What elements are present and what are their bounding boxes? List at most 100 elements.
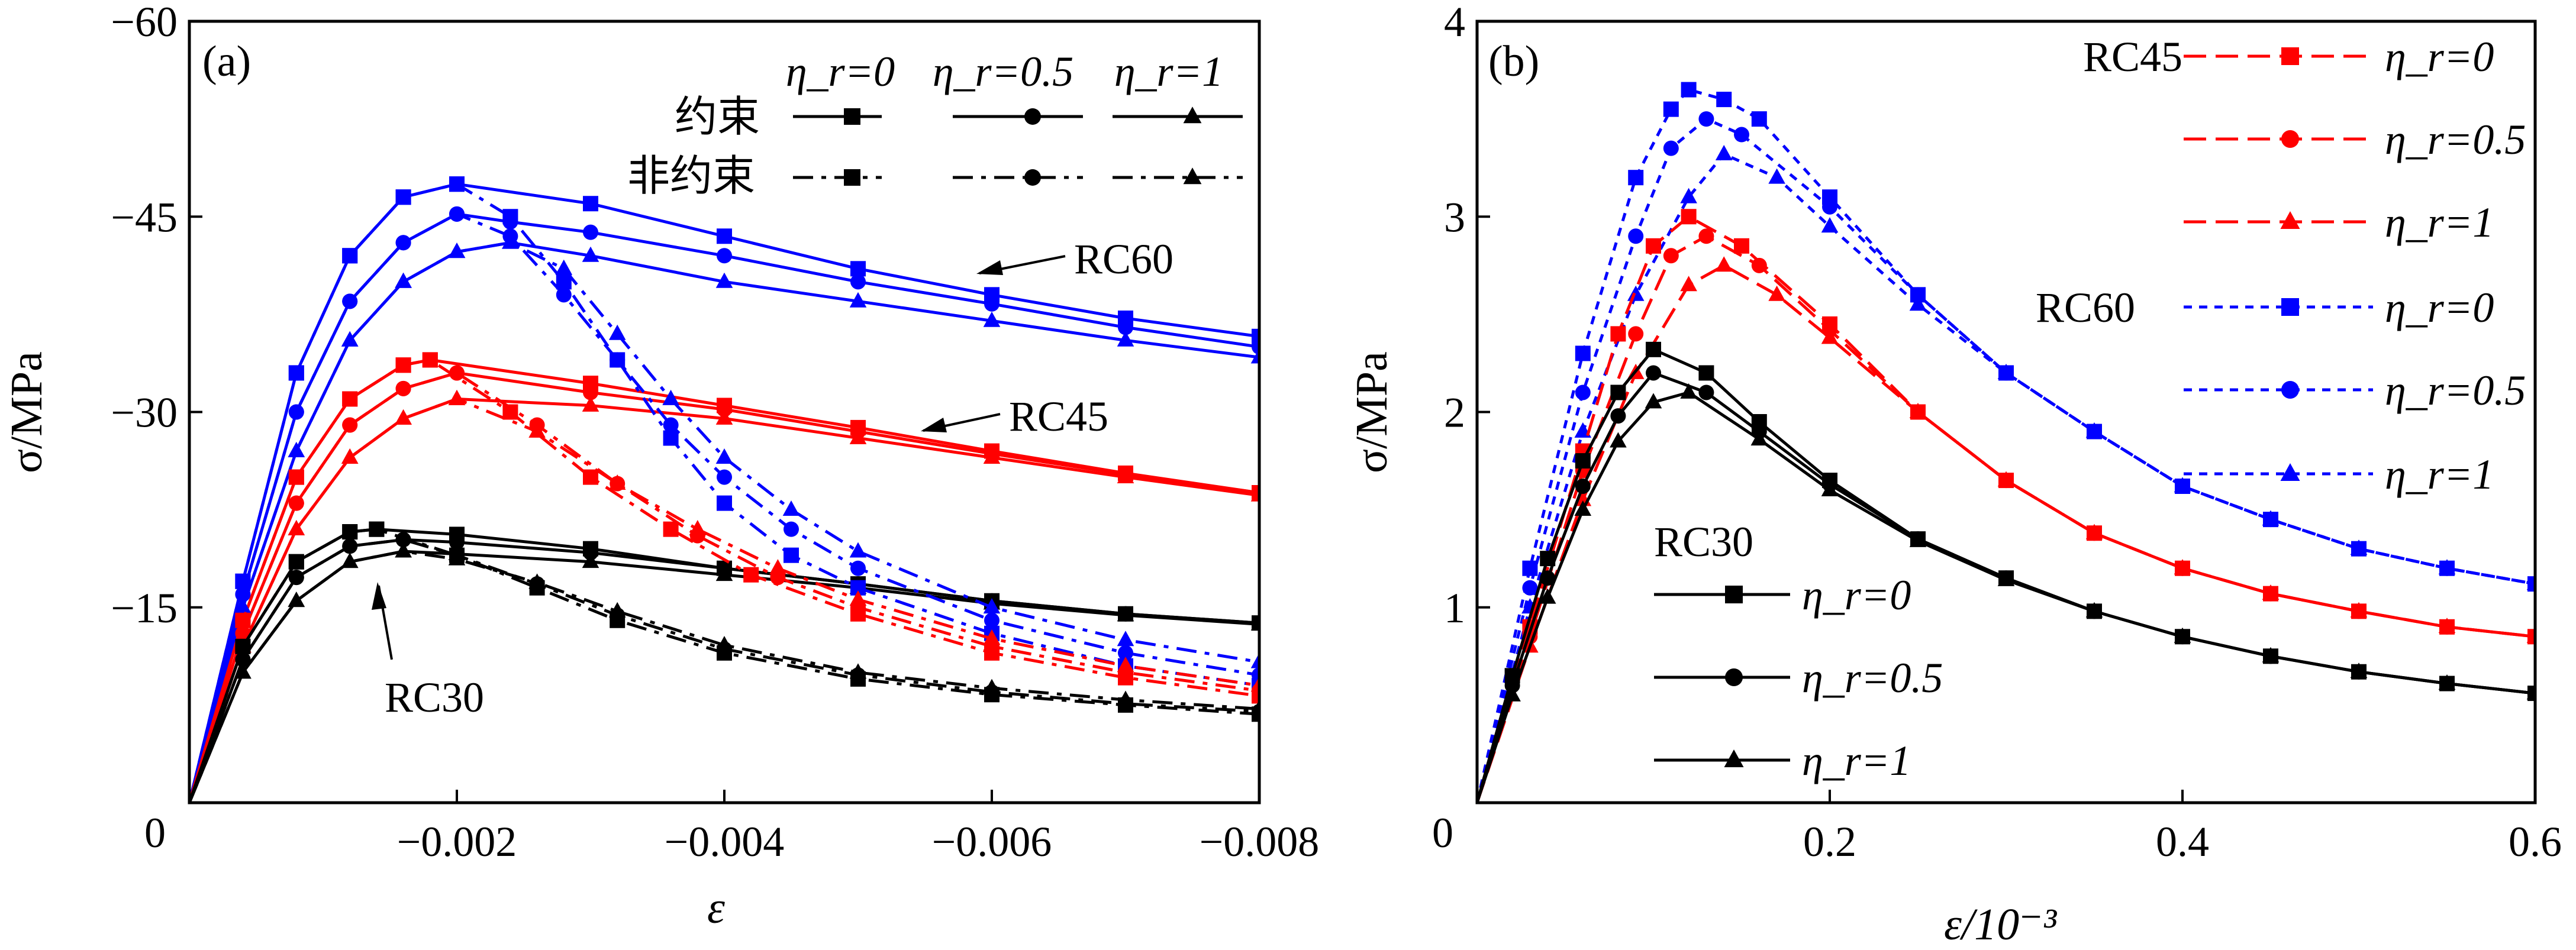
series-b-rc45-r-1-point bbox=[2350, 602, 2368, 618]
series-a-rc30-unconfined-r-1 bbox=[189, 542, 1259, 803]
series-a-rc45-unconfined-r-1 bbox=[189, 389, 1259, 803]
series-b-rc30-r-1-point bbox=[1574, 500, 1592, 516]
series-a-rc60-unconfined-r-0 bbox=[189, 176, 1259, 803]
annotation-rc45-label: RC45 bbox=[1009, 393, 1108, 440]
series-a-rc60-confined-r-1-point bbox=[849, 292, 867, 308]
y-tick-label: −30 bbox=[111, 389, 178, 437]
series-a-rc30-unconfined-r-0-point bbox=[369, 521, 385, 537]
series-a-rc60-unconfined-r-0-point bbox=[663, 430, 679, 446]
series-a-rc30-unconfined-r-1-point bbox=[1250, 699, 1259, 715]
series-b-rc60-r-1-point bbox=[2438, 559, 2456, 575]
series-a-rc60-unconfined-r-1-point bbox=[983, 598, 1001, 614]
series-a-rc60-confined-r-1-point bbox=[1250, 348, 1259, 364]
panel-b-legend: RC45 RC60 RC30 η_r=0 η_r=0.5 η_r=1 η_r=0… bbox=[1654, 33, 2526, 784]
legend-b-rc60-eta0: η_r=0 bbox=[2385, 284, 2494, 331]
legend-b-group-rc30: RC30 bbox=[1654, 518, 1753, 566]
series-a-rc45-confined-r-1-point bbox=[1117, 467, 1134, 483]
series-b-rc45-r-1-line bbox=[1477, 264, 2535, 803]
series-b-rc30-r-0-point bbox=[1698, 365, 1714, 381]
series-a-rc30-confined-r-0-5-point bbox=[449, 534, 465, 550]
series-a-rc60-unconfined-r-1-point bbox=[715, 448, 733, 464]
series-a-rc30-unconfined-r-1-point bbox=[983, 678, 1001, 694]
legend-b-sample-marker bbox=[1725, 668, 1743, 686]
series-a-rc60-unconfined-r-0-5-line bbox=[189, 212, 1259, 803]
series-a-rc30-unconfined-r-0-5-point bbox=[395, 532, 411, 548]
series-b-rc60-r-1-point bbox=[2085, 422, 2103, 438]
series-b-rc45-r-0-5-line bbox=[1477, 234, 2535, 803]
series-a-rc60-unconfined-r-1-point bbox=[782, 500, 800, 516]
series-a-rc45-confined-r-1-point bbox=[849, 428, 867, 444]
series-b-rc60-r-0-point bbox=[1751, 111, 1767, 127]
panel-b-xlabel: ε/10⁻³ bbox=[1944, 900, 2057, 949]
legend-b-rc45-eta05: η_r=0.5 bbox=[2385, 116, 2526, 163]
legend-a-col-eta1: η_r=1 bbox=[1114, 48, 1223, 95]
legend-a-col-eta05: η_r=0.5 bbox=[933, 48, 1073, 95]
series-b-rc60-r-0-5-point bbox=[1910, 287, 1926, 303]
series-a-rc60-unconfined-r-1-point bbox=[662, 389, 679, 405]
series-a-rc45-confined-r-1-point bbox=[983, 448, 1001, 464]
x-tick-label: −0.002 bbox=[397, 818, 517, 865]
series-a-rc45-unconfined-r-1-point bbox=[608, 474, 626, 490]
series-a-rc60-unconfined-r-0-5-point bbox=[984, 612, 1000, 628]
series-b-rc45-r-1-point bbox=[1715, 256, 1733, 272]
series-a-rc30-unconfined-r-1-point bbox=[1117, 690, 1134, 706]
panel-a-ylabel: σ/MPa bbox=[2, 351, 51, 473]
legend-a-sample-marker bbox=[1024, 169, 1041, 186]
series-b-rc45-r-1-point bbox=[2085, 524, 2103, 539]
series-a-rc60-unconfined-r-0-point bbox=[784, 547, 799, 563]
series-b-rc60-r-0 bbox=[1477, 82, 2535, 803]
legend-b-samples bbox=[1654, 47, 2373, 767]
series-a-rc45-unconfined-r-1-point bbox=[448, 389, 466, 405]
series-b-rc45-r-1-point bbox=[1680, 276, 1697, 292]
series-a-rc60-confined-r-0-5-point bbox=[583, 224, 598, 240]
x-tick-label: −0.004 bbox=[665, 818, 785, 865]
x-tick-label: −0.006 bbox=[932, 818, 1052, 865]
panel-b-label: (b) bbox=[1488, 37, 1539, 86]
series-b-rc60-r-0-point bbox=[1716, 92, 1732, 108]
series-b-rc60-r-0-5 bbox=[1477, 111, 2535, 803]
series-b-rc60-r-1-point bbox=[2174, 477, 2191, 493]
legend-a-sample-marker bbox=[1183, 167, 1202, 185]
legend-b-rc30-eta0: η_r=0 bbox=[1802, 571, 1911, 619]
series-a-rc60-unconfined-r-0-5-point bbox=[342, 293, 358, 309]
annotation-rc30-arrowhead bbox=[372, 582, 386, 610]
series-b-rc30-r-1-point bbox=[2262, 647, 2280, 663]
series-b-rc30-r-0-5-point bbox=[1610, 408, 1626, 424]
series-a-rc60-unconfined-r-0-point bbox=[288, 365, 304, 381]
series-a-rc60-unconfined-r-0-point bbox=[449, 176, 465, 192]
panel-a: −0.002 −0.004 −0.006 −0.008 0 −15 −30 −45 −60 (a… bbox=[2, 0, 1319, 933]
series-a-rc30-unconfined-r-1-point bbox=[341, 552, 359, 568]
series-b-rc45-r-0-point bbox=[1646, 238, 1661, 254]
series-a-rc45-unconfined-r-0-point bbox=[342, 391, 358, 407]
series-a-rc45-unconfined-r-1-point bbox=[1250, 676, 1259, 692]
legend-b-group-rc60: RC60 bbox=[2036, 284, 2135, 331]
legend-a-sample-marker bbox=[1024, 108, 1041, 125]
y-tick-label: −60 bbox=[111, 0, 178, 46]
y-tick-label: 3 bbox=[1444, 193, 1465, 241]
series-a-rc45-unconfined-r-0-point bbox=[743, 567, 759, 583]
series-a-rc60-unconfined-r-0-5-point bbox=[610, 352, 626, 368]
series-b-rc45-r-0-line bbox=[1477, 215, 2535, 803]
series-b-rc60-r-1-point bbox=[2526, 574, 2535, 590]
annotation-rc60: RC60 bbox=[976, 235, 1173, 283]
series-a-rc45-unconfined-r-0-5-point bbox=[288, 495, 304, 511]
series-a-rc45-unconfined-r-0-line bbox=[189, 358, 1259, 803]
y-tick-label: 1 bbox=[1444, 584, 1465, 632]
series-b-rc45-r-1-point bbox=[2526, 627, 2535, 643]
legend-b-rc60-eta05: η_r=0.5 bbox=[2385, 367, 2526, 414]
x-tick-label: 0.6 bbox=[2509, 818, 2562, 865]
series-a-rc45-unconfined-r-0-5-line bbox=[189, 371, 1259, 803]
series-b-rc30-r-1-point bbox=[1750, 430, 1768, 446]
series-a-rc30-confined-r-1-point bbox=[582, 552, 599, 568]
x-tick-label: 0.2 bbox=[1803, 818, 1856, 865]
series-a-rc60-confined-r-0-5-point bbox=[1118, 319, 1133, 335]
series-b-rc60-r-0-line bbox=[1477, 88, 2535, 803]
series-a-rc45-unconfined-r-1-point bbox=[1117, 657, 1134, 673]
legend-a-row-confined: 约束 bbox=[675, 92, 760, 141]
series-b-rc30-r-0-5-point bbox=[1575, 478, 1591, 494]
series-b-rc60-r-1-point bbox=[1680, 188, 1697, 203]
series-a-rc60-confined-r-0-5-point bbox=[850, 274, 866, 290]
y-tick-label: 0 bbox=[144, 809, 166, 857]
legend-b-rc30-eta05: η_r=0.5 bbox=[1802, 654, 1943, 702]
